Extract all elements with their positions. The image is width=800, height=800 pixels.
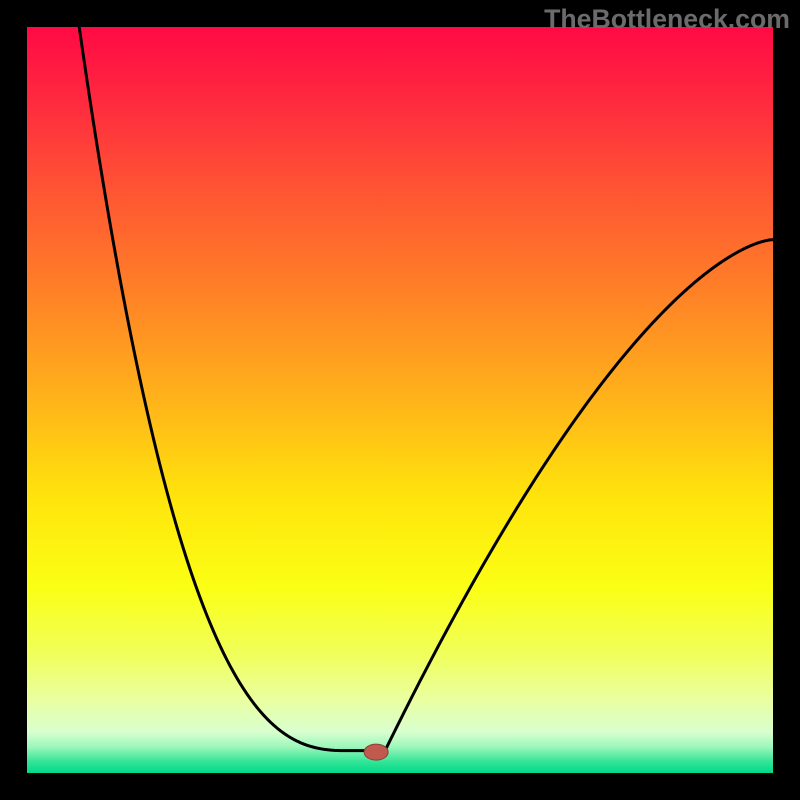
chart-stage: TheBottleneck.com	[0, 0, 800, 800]
optimum-marker	[364, 744, 388, 760]
plot-background	[27, 27, 773, 773]
chart-svg	[0, 0, 800, 800]
